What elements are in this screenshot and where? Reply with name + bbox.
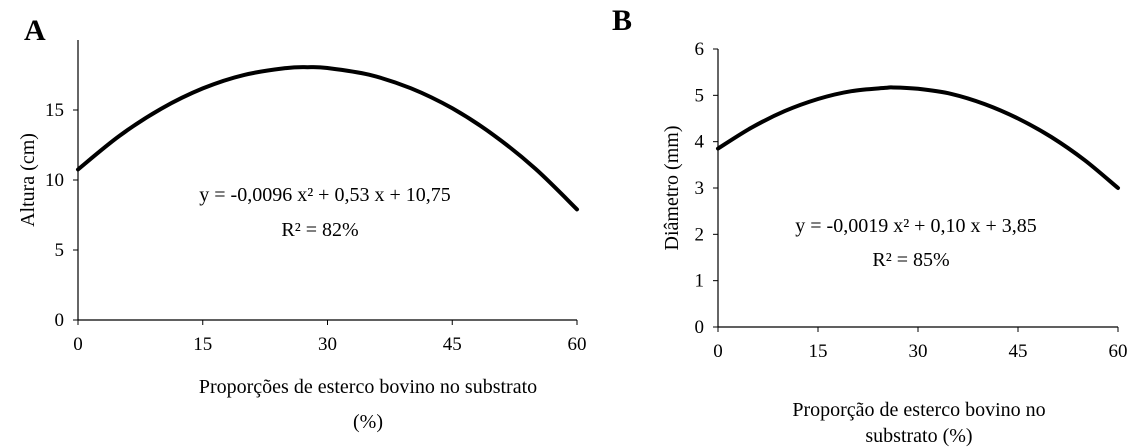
x-tick-label: 60 <box>1109 341 1128 362</box>
r-squared: R² = 82% <box>281 219 358 241</box>
x-tick-label: 30 <box>318 334 337 355</box>
regression-equation: y = -0,0096 x² + 0,53 x + 10,75 <box>199 184 451 206</box>
y-tick-label: 15 <box>45 100 64 121</box>
y-tick-label: 3 <box>695 178 705 199</box>
y-tick-label: 4 <box>695 132 705 153</box>
y-tick-label: 0 <box>55 310 65 331</box>
x-axis-title: Proporção de esterco bovino no <box>792 399 1045 421</box>
x-tick-label: 45 <box>443 334 462 355</box>
y-axis-title: Altura (cm) <box>17 133 39 227</box>
panel-letter: A <box>24 14 46 47</box>
y-tick-label: 1 <box>695 271 705 292</box>
regression-equation: y = -0,0019 x² + 0,10 x + 3,85 <box>795 215 1037 237</box>
trend-line <box>716 85 1120 190</box>
y-tick-label: 5 <box>55 240 65 261</box>
x-axis-title-line2: substrato (%) <box>865 425 972 447</box>
x-axis-title: Proporções de esterco bovino no substrat… <box>199 376 537 398</box>
y-axis-title: Diâmetro (mm) <box>661 126 683 251</box>
y-tick-label: 0 <box>695 317 705 338</box>
x-tick-label: 15 <box>809 341 828 362</box>
y-tick-label: 2 <box>695 224 705 245</box>
trend-line <box>76 65 579 212</box>
x-tick-label: 30 <box>909 341 928 362</box>
x-tick-label: 0 <box>73 334 83 355</box>
x-tick-label: 45 <box>1009 341 1028 362</box>
x-tick-label: 0 <box>713 341 723 362</box>
y-tick-label: 6 <box>695 39 705 60</box>
x-axis-title-line2: (%) <box>353 411 383 433</box>
x-tick-label: 60 <box>568 334 587 355</box>
y-tick-label: 5 <box>695 85 705 106</box>
r-squared: R² = 85% <box>872 249 949 271</box>
y-tick-label: 10 <box>45 170 64 191</box>
x-tick-label: 15 <box>193 334 212 355</box>
panel-letter: B <box>612 4 632 37</box>
